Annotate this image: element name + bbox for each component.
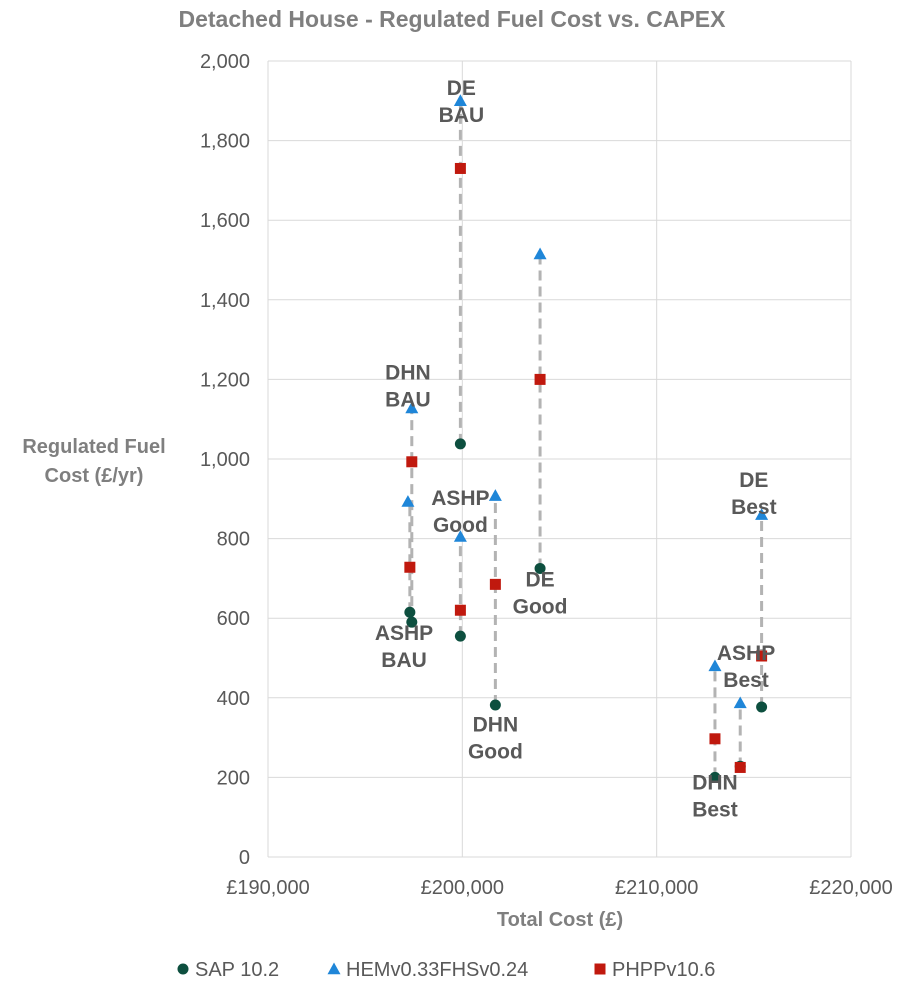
square-point (709, 733, 721, 745)
chart-title: Detached House - Regulated Fuel Cost vs.… (178, 6, 726, 32)
point-label: ASHP Good (431, 487, 489, 537)
x-tick-label: £190,000 (226, 877, 309, 899)
point-label: DE Best (731, 469, 777, 519)
legend-item: SAP 10.2 (177, 959, 279, 981)
gridlines (267, 60, 852, 858)
circle-point (756, 701, 768, 713)
circle-point (454, 630, 466, 642)
circle-point (709, 771, 721, 783)
point-label: DHN Best (692, 771, 738, 821)
legend-marker (177, 963, 189, 975)
y-axis-ticks: 0 200 400 600 800 1,000 1,200 1,400 1,600 1,800 2,… (200, 51, 250, 869)
legend-marker (594, 963, 606, 975)
y-tick-label: 400 (217, 688, 250, 710)
square-point (454, 162, 466, 174)
triangle-point (755, 508, 769, 520)
triangle-point (733, 696, 747, 709)
x-tick-label: £210,000 (615, 877, 698, 899)
y-axis-title: Regulated Fuel Cost (£/yr) (22, 436, 165, 487)
y-tick-label: 1,400 (200, 290, 250, 312)
legend-label: SAP 10.2 (195, 959, 279, 981)
x-axis-ticks: £190,000 £200,000 £210,000 £220,000 (226, 877, 892, 899)
square-point (734, 761, 746, 773)
point-label: ASHP Best (717, 642, 775, 692)
square-point (756, 650, 768, 662)
triangle-point (401, 495, 415, 507)
y-axis-title-text: Regulated Fuel Cost (£/yr) (22, 436, 165, 487)
x-tick-label: £220,000 (809, 877, 892, 899)
y-tick-label: 2,000 (200, 51, 250, 73)
point-label: ASHP BAU (375, 622, 433, 672)
circle-point (534, 562, 546, 574)
y-tick-label: 1,000 (200, 449, 250, 471)
y-tick-label: 1,200 (200, 369, 250, 391)
square-point (454, 604, 466, 616)
square-point (404, 561, 416, 573)
circle-point (489, 699, 501, 711)
y-tick-label: 800 (217, 529, 250, 551)
triangle-point (533, 247, 547, 260)
point-label: DE Good (513, 568, 568, 618)
triangle-point (708, 659, 722, 672)
circle-point (406, 616, 418, 628)
legend: SAP 10.2 HEMv0.33FHSv0.24 PHPPv10.6 (177, 959, 715, 981)
triangle-point (453, 94, 467, 106)
point-label: DHN BAU (385, 361, 431, 411)
y-tick-label: 600 (217, 608, 250, 630)
legend-item: PHPPv10.6 (594, 959, 715, 981)
connector-lines (408, 100, 764, 778)
circle-point (404, 606, 416, 618)
x-axis-title: Total Cost (£) (497, 909, 623, 931)
triangle-point (488, 489, 502, 501)
square-point (489, 578, 501, 590)
square-point (406, 456, 418, 468)
circle-point (454, 438, 466, 450)
legend-item: HEMv0.33FHSv0.24 (327, 959, 528, 981)
y-tick-label: 0 (239, 847, 250, 869)
point-label: DHN Good (468, 714, 523, 764)
square-point (534, 373, 546, 385)
legend-marker (327, 962, 341, 975)
x-tick-label: £200,000 (421, 877, 504, 899)
legend-label: PHPPv10.6 (612, 959, 715, 981)
point-label: DE BAU (439, 77, 485, 127)
triangle-point (405, 401, 419, 414)
y-tick-label: 1,600 (200, 210, 250, 232)
triangle-point (453, 530, 467, 542)
y-tick-label: 1,800 (200, 131, 250, 153)
y-tick-label: 200 (217, 767, 250, 789)
point-labels: DE BAU DHN BAU ASHP Good DE Good ASHP BAU DHN Good D… (375, 77, 777, 822)
data-points (401, 94, 769, 783)
legend-label: HEMv0.33FHSv0.24 (346, 959, 528, 981)
